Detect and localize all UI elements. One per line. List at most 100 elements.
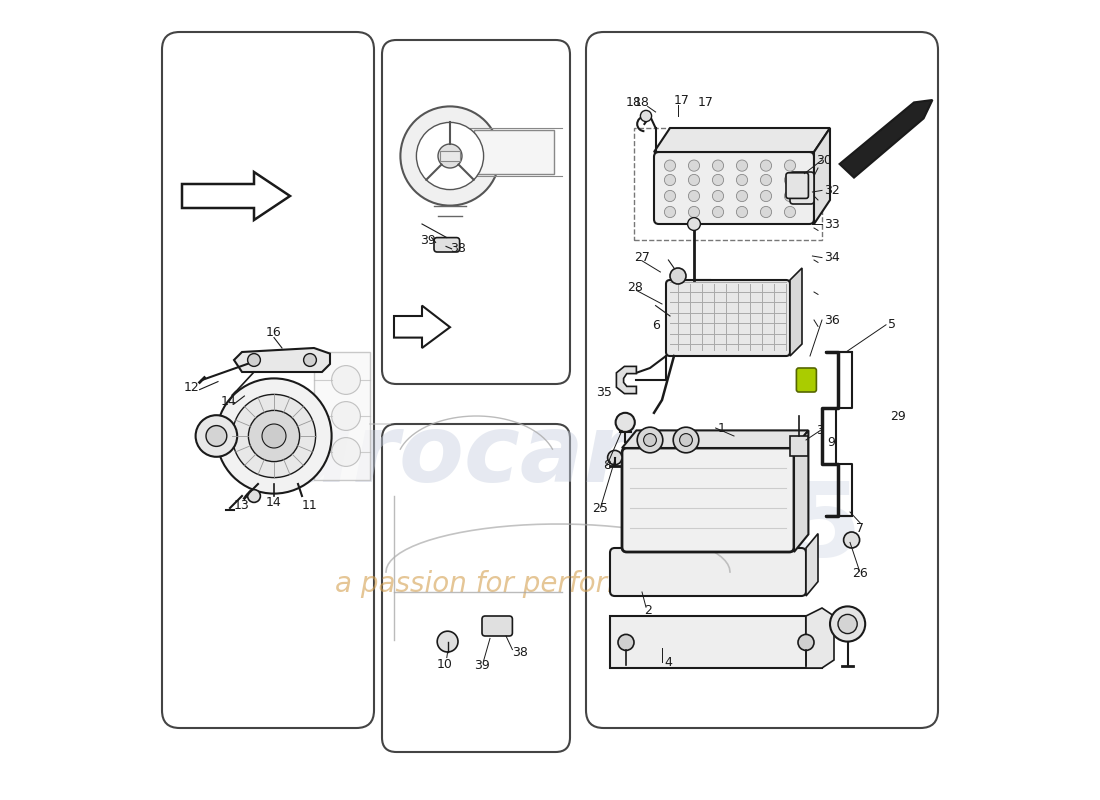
Text: 27: 27: [634, 251, 650, 264]
Circle shape: [784, 174, 795, 186]
Text: 11: 11: [302, 499, 318, 512]
Polygon shape: [610, 616, 822, 668]
Circle shape: [438, 144, 462, 168]
Text: 14: 14: [266, 496, 282, 509]
Circle shape: [689, 174, 700, 186]
Circle shape: [248, 354, 261, 366]
Text: 38: 38: [512, 646, 528, 658]
Text: 29: 29: [890, 410, 906, 422]
FancyBboxPatch shape: [610, 548, 806, 596]
Text: 8: 8: [603, 459, 611, 472]
FancyBboxPatch shape: [621, 448, 794, 552]
FancyBboxPatch shape: [586, 32, 938, 728]
Circle shape: [736, 190, 748, 202]
Text: 9: 9: [827, 436, 836, 449]
Circle shape: [689, 190, 700, 202]
Circle shape: [713, 160, 724, 171]
FancyBboxPatch shape: [786, 173, 808, 198]
Circle shape: [331, 438, 361, 466]
Circle shape: [232, 394, 316, 478]
Circle shape: [760, 206, 771, 218]
Circle shape: [784, 190, 795, 202]
Circle shape: [664, 174, 675, 186]
Text: 14: 14: [220, 395, 236, 408]
Polygon shape: [794, 430, 808, 552]
Text: 26: 26: [851, 567, 868, 580]
Text: 39: 39: [474, 659, 490, 672]
Circle shape: [664, 160, 675, 171]
Circle shape: [673, 427, 698, 453]
Text: 7: 7: [857, 522, 865, 534]
FancyBboxPatch shape: [482, 616, 513, 636]
Circle shape: [262, 424, 286, 448]
Polygon shape: [621, 430, 808, 448]
Polygon shape: [234, 348, 330, 372]
Circle shape: [248, 490, 261, 502]
Polygon shape: [839, 100, 933, 178]
Polygon shape: [814, 128, 830, 224]
Text: 18: 18: [634, 96, 649, 109]
Text: 13: 13: [234, 499, 250, 512]
Circle shape: [760, 174, 771, 186]
Circle shape: [713, 190, 724, 202]
Text: 35: 35: [596, 386, 613, 398]
FancyBboxPatch shape: [796, 368, 816, 392]
Circle shape: [798, 634, 814, 650]
Text: 17: 17: [674, 94, 690, 106]
FancyBboxPatch shape: [162, 32, 374, 728]
Text: 25: 25: [593, 502, 608, 514]
Text: 32: 32: [824, 184, 839, 197]
Circle shape: [736, 206, 748, 218]
Circle shape: [196, 415, 238, 457]
Text: 4: 4: [664, 656, 672, 669]
Bar: [790, 436, 807, 456]
Polygon shape: [806, 608, 834, 668]
Text: 2: 2: [645, 604, 652, 617]
Circle shape: [640, 110, 651, 122]
Text: 17: 17: [698, 96, 714, 109]
Bar: [440, 151, 460, 161]
Text: 5: 5: [889, 318, 896, 331]
Circle shape: [607, 450, 621, 465]
Circle shape: [304, 354, 317, 366]
Text: 12: 12: [184, 381, 199, 394]
Circle shape: [838, 614, 857, 634]
Circle shape: [713, 174, 724, 186]
Circle shape: [616, 413, 635, 432]
FancyBboxPatch shape: [666, 280, 790, 356]
Circle shape: [680, 434, 692, 446]
Text: 18: 18: [626, 96, 642, 109]
Text: eurocars: eurocars: [221, 410, 686, 502]
Circle shape: [437, 631, 458, 652]
Circle shape: [736, 174, 748, 186]
Polygon shape: [654, 128, 830, 152]
Bar: [634, 128, 822, 240]
Circle shape: [417, 122, 484, 190]
Circle shape: [713, 206, 724, 218]
FancyBboxPatch shape: [654, 152, 814, 224]
Polygon shape: [394, 306, 450, 348]
Text: 28: 28: [627, 281, 642, 294]
Circle shape: [644, 434, 657, 446]
Text: 36: 36: [824, 314, 839, 326]
Circle shape: [664, 190, 675, 202]
FancyBboxPatch shape: [434, 238, 460, 252]
Text: a passion for performance: a passion for performance: [336, 570, 701, 598]
Circle shape: [688, 218, 701, 230]
Text: 3: 3: [816, 424, 824, 437]
Circle shape: [736, 160, 748, 171]
Circle shape: [400, 106, 499, 206]
Circle shape: [784, 160, 795, 171]
Circle shape: [331, 366, 361, 394]
Circle shape: [206, 426, 227, 446]
Circle shape: [760, 160, 771, 171]
Circle shape: [331, 402, 361, 430]
Circle shape: [249, 410, 299, 462]
Text: 34: 34: [824, 251, 839, 264]
Circle shape: [664, 206, 675, 218]
Circle shape: [830, 606, 866, 642]
Polygon shape: [616, 366, 637, 394]
Bar: [474, 130, 554, 174]
Circle shape: [217, 378, 331, 494]
Text: 30: 30: [816, 154, 832, 166]
